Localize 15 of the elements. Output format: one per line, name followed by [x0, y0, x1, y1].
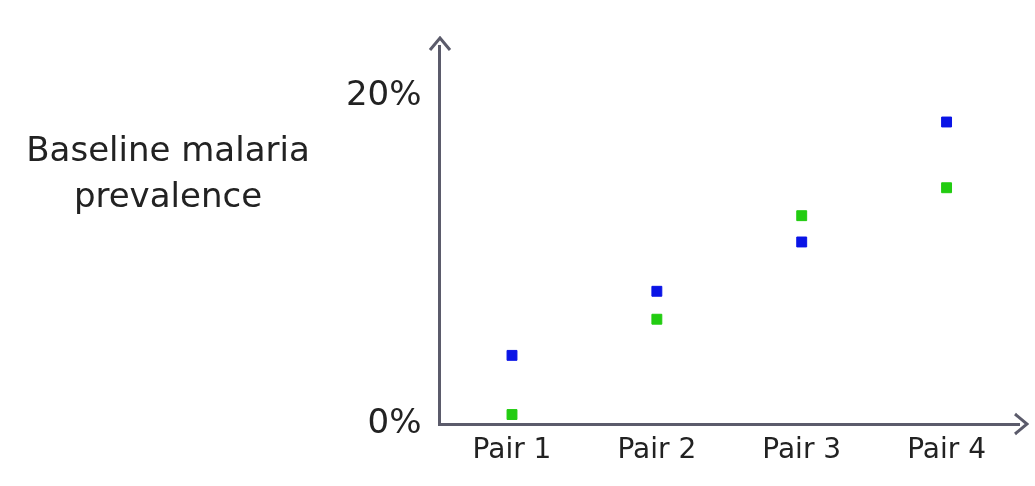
point	[941, 116, 953, 128]
point	[651, 285, 663, 297]
point	[941, 182, 953, 194]
point	[506, 409, 518, 420]
point	[506, 349, 518, 361]
y-tick-label: 20%	[345, 72, 422, 113]
x-tick-label: Pair 1	[472, 432, 552, 466]
y-tick-label: 0%	[367, 401, 422, 442]
point	[796, 236, 808, 248]
x-tick-label: Pair 3	[762, 432, 842, 466]
point	[651, 313, 663, 325]
point	[796, 210, 808, 222]
x-tick-label: Pair 2	[617, 432, 697, 466]
y-axis-title: Baseline malaria prevalence	[25, 128, 311, 217]
x-tick-label: Pair 4	[907, 432, 986, 466]
